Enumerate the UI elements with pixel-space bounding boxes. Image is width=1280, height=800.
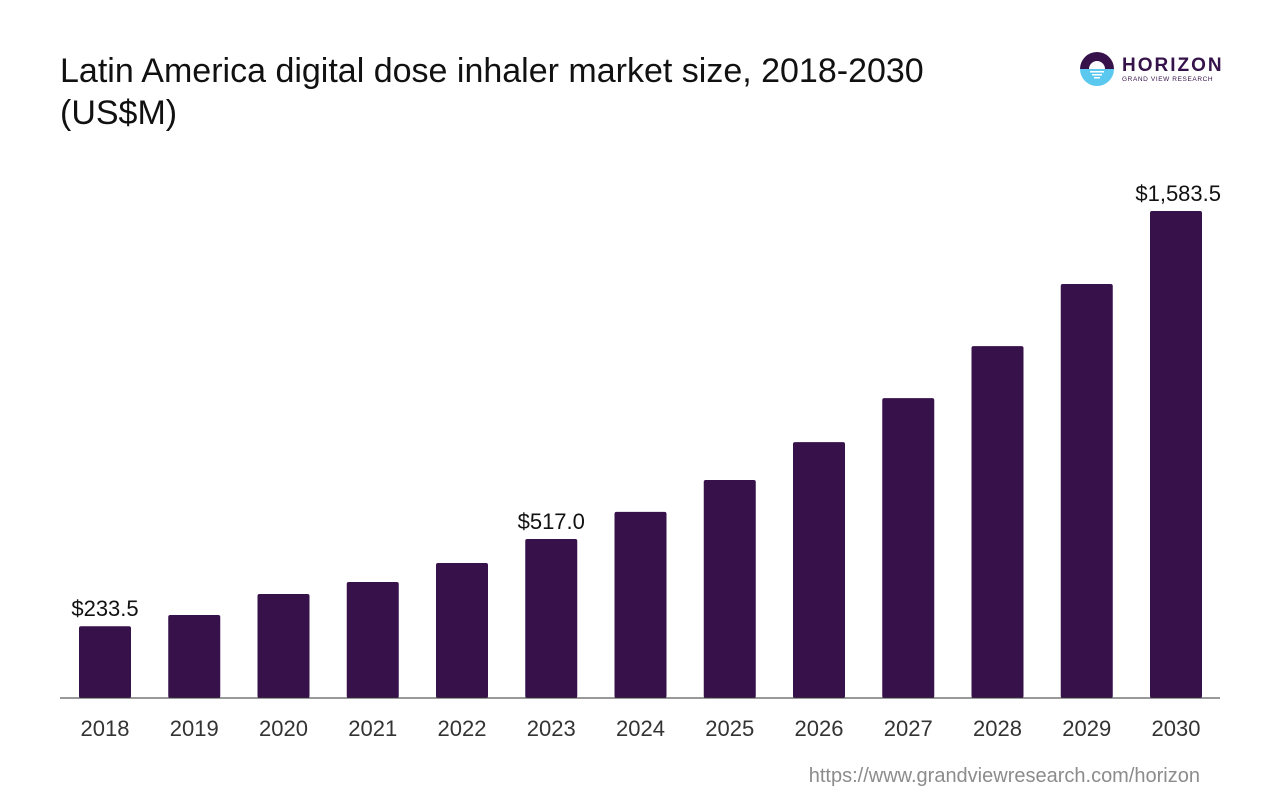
- data-label: $517.0: [518, 509, 585, 534]
- x-tick-label: 2025: [705, 716, 754, 741]
- x-tick-label: 2028: [973, 716, 1022, 741]
- chart-title: Latin America digital dose inhaler marke…: [60, 52, 924, 132]
- bar-2018: [79, 626, 131, 698]
- source-url[interactable]: https://www.grandviewresearch.com/horizo…: [808, 765, 1200, 787]
- x-tick-label: 2029: [1062, 716, 1111, 741]
- logo-sub-text: GRAND VIEW RESEARCH: [1122, 75, 1214, 83]
- x-tick-label: 2026: [795, 716, 844, 741]
- x-tick-label: 2027: [884, 716, 933, 741]
- x-tick-label: 2019: [170, 716, 219, 741]
- x-tick-label: 2021: [348, 716, 397, 741]
- horizon-logo-icon: [1080, 52, 1114, 86]
- x-tick-label: 2023: [527, 716, 576, 741]
- bar-2026: [793, 442, 845, 698]
- x-tick-label: 2018: [81, 716, 130, 741]
- bar-2021: [346, 582, 399, 698]
- bar-2030: [1150, 211, 1202, 698]
- bar-2023: [525, 538, 578, 698]
- x-tick-label: 2024: [616, 716, 665, 741]
- horizon-logo: HORIZON GRAND VIEW RESEARCH: [1080, 52, 1224, 86]
- x-tick-label: 2020: [259, 716, 308, 741]
- bar-2020: [257, 594, 310, 698]
- bar-2027: [882, 398, 935, 698]
- bar-2024: [614, 511, 667, 698]
- bar-2022: [436, 562, 488, 698]
- logo-main-text: HORIZON: [1122, 54, 1224, 76]
- data-label: $233.5: [71, 596, 138, 621]
- bar-2025: [703, 479, 756, 698]
- bar-2029: [1060, 284, 1113, 698]
- x-tick-label: 2022: [438, 716, 487, 741]
- data-label: $1,583.5: [1135, 181, 1221, 206]
- bar-2019: [168, 614, 221, 698]
- x-tick-label: 2030: [1152, 716, 1201, 741]
- bar-2028: [971, 346, 1024, 698]
